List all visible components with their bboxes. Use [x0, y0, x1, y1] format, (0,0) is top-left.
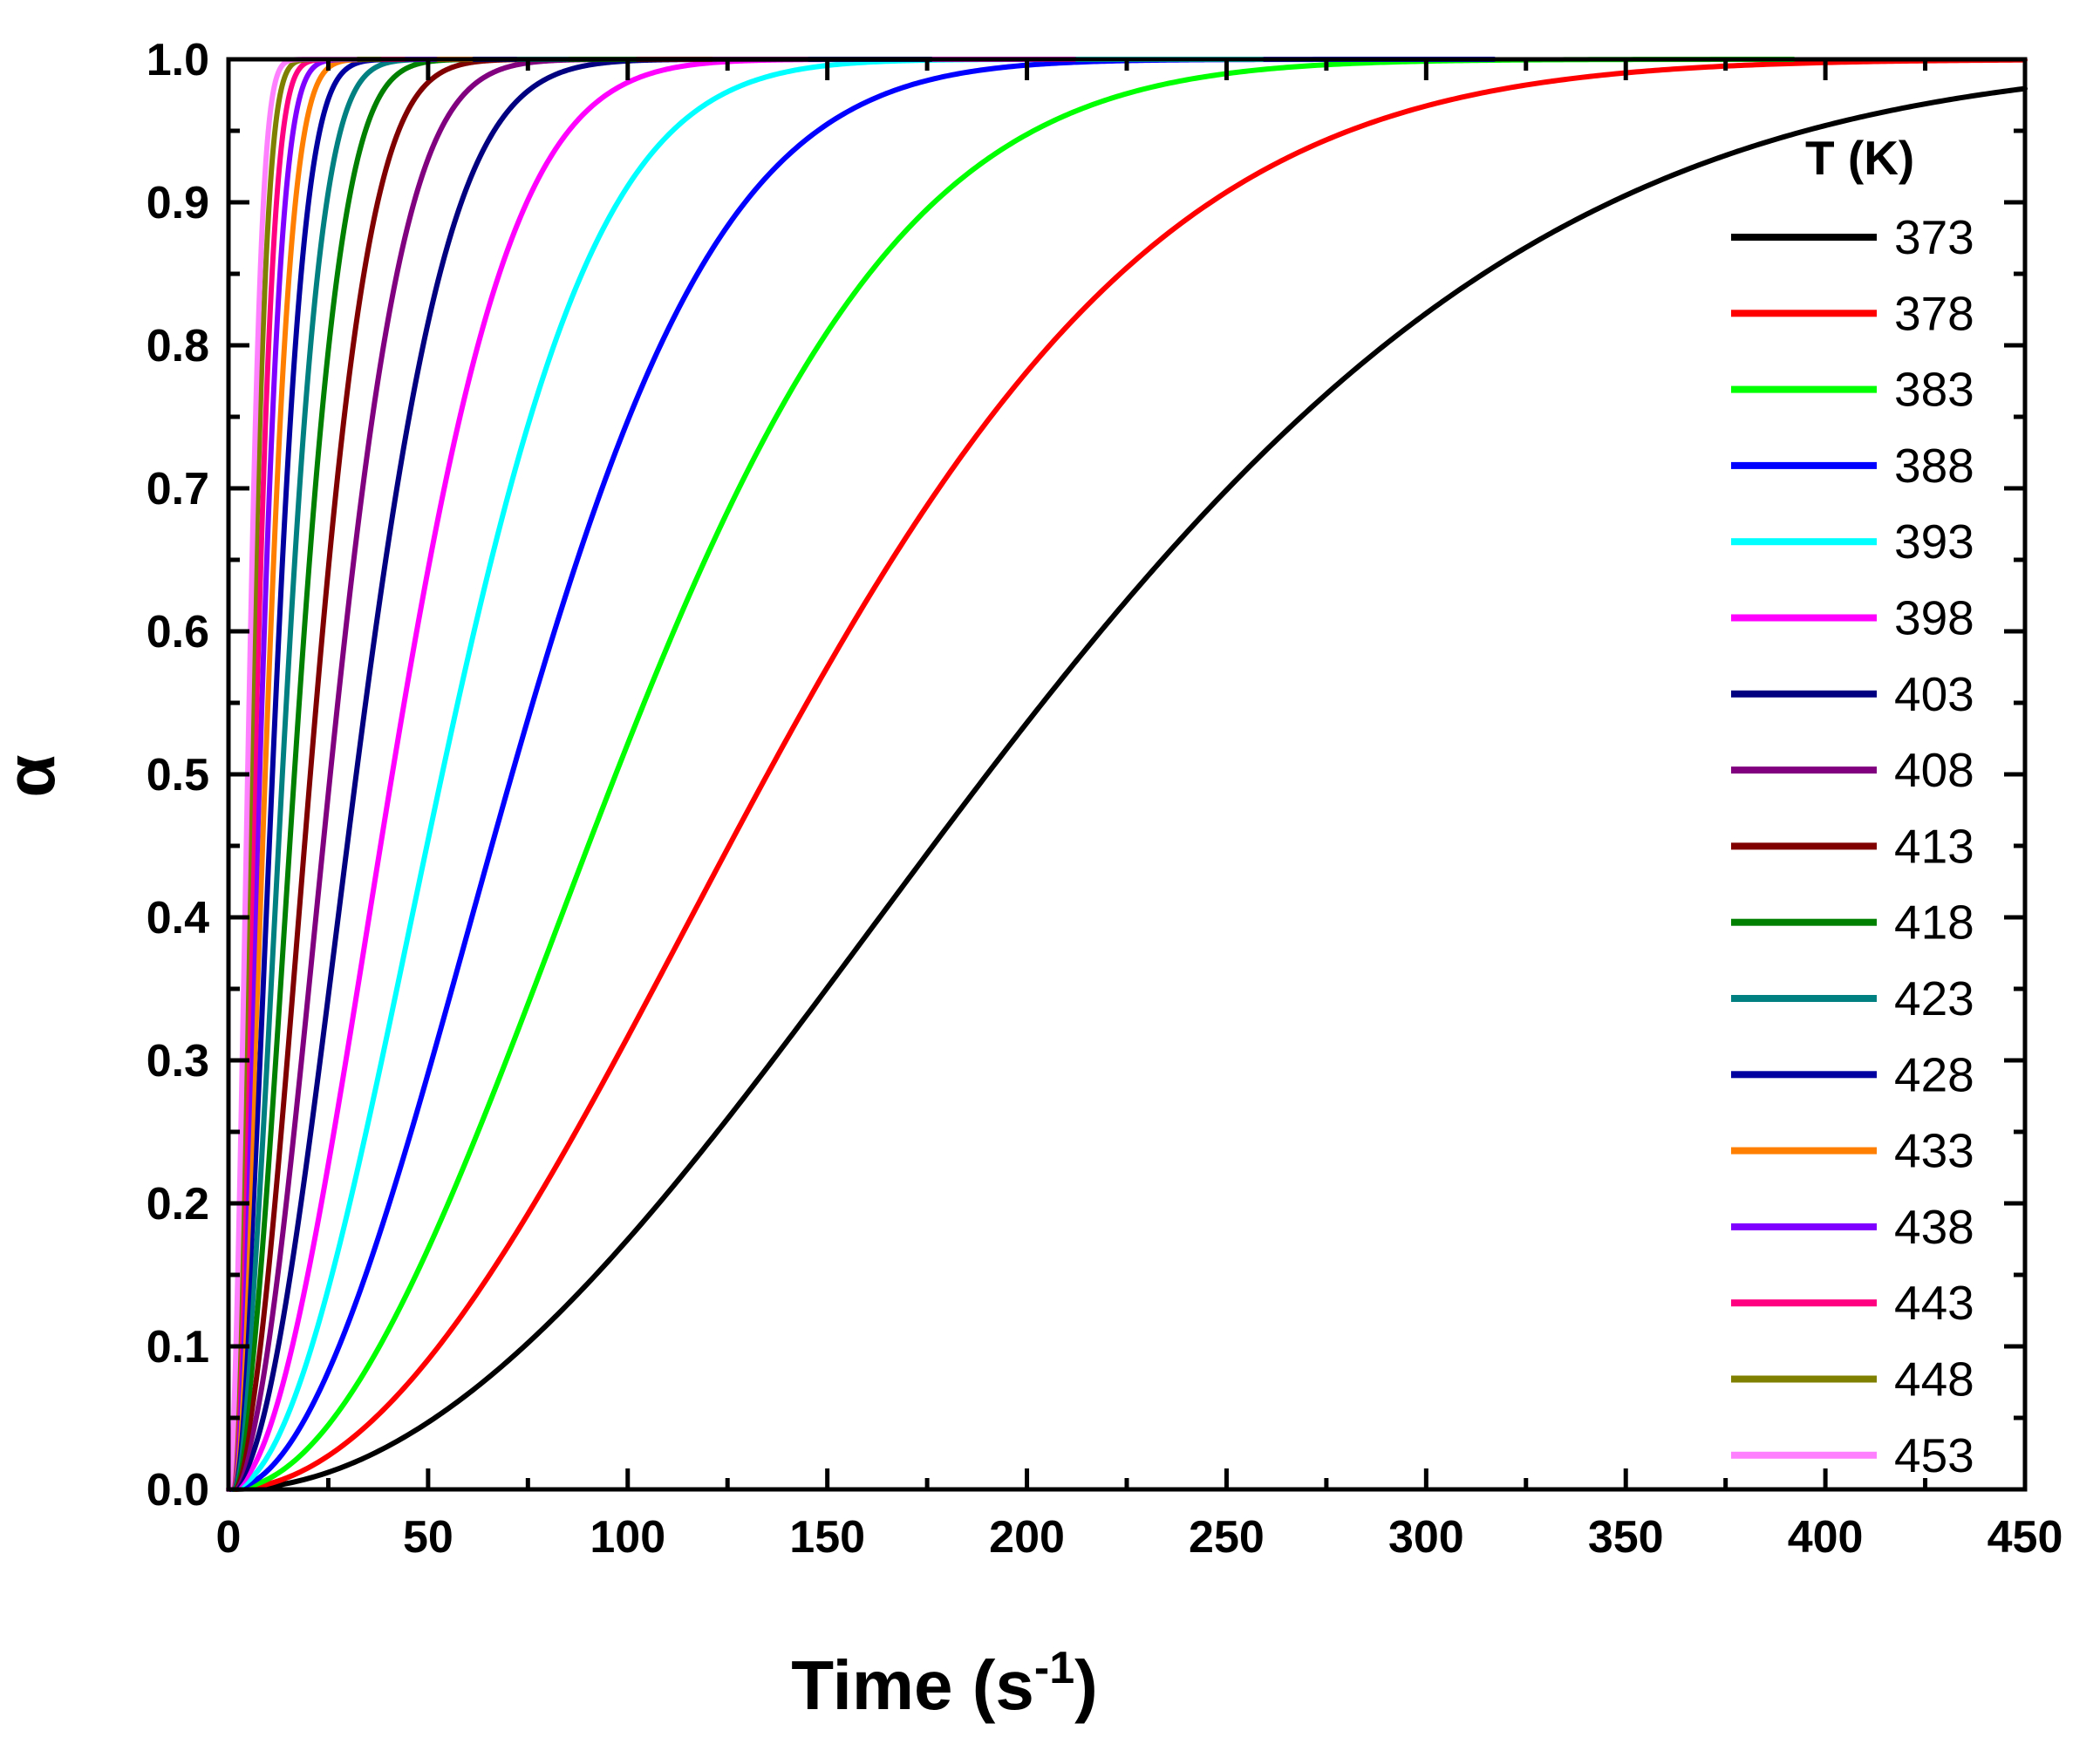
- legend-label: 453: [1894, 1428, 1974, 1482]
- y-tick-label: 0.0: [147, 1465, 209, 1516]
- x-tick-label: 450: [1988, 1512, 2063, 1563]
- legend-swatch: [1731, 995, 1877, 1002]
- legend-label: 378: [1894, 286, 1974, 340]
- plot-curves: [226, 57, 2028, 1492]
- x-axis-title-text: Time (s: [791, 1646, 1034, 1724]
- legend-swatch: [1731, 461, 1877, 469]
- legend-swatch: [1731, 1375, 1877, 1383]
- x-axis-title-superscript: -1: [1034, 1643, 1074, 1693]
- legend-swatch: [1731, 310, 1877, 317]
- y-tick-label: 0.9: [147, 178, 209, 228]
- x-tick-label: 300: [1388, 1512, 1464, 1563]
- y-axis-title: α: [0, 754, 69, 797]
- x-tick-label: 0: [216, 1512, 242, 1563]
- legend-label: 408: [1894, 743, 1974, 797]
- legend-item-408: 408: [1731, 743, 1974, 797]
- y-tick-label: 0.5: [147, 750, 209, 800]
- y-tick-label: 0.3: [147, 1036, 209, 1087]
- y-tick-label: 0.7: [147, 464, 209, 514]
- legend-title: T (K): [1805, 131, 1914, 185]
- legend-swatch: [1731, 766, 1877, 774]
- x-tick-label: 50: [403, 1512, 453, 1563]
- x-tick-label: 200: [989, 1512, 1065, 1563]
- x-axis-title: Time (s-1): [791, 1643, 1098, 1724]
- legend-item-423: 423: [1731, 971, 1974, 1025]
- legend-label: 388: [1894, 439, 1974, 493]
- y-tick-label: 0.4: [147, 893, 209, 944]
- legend-item-393: 393: [1731, 514, 1974, 569]
- series-line-373: [226, 85, 2028, 1492]
- legend-swatch: [1731, 690, 1877, 698]
- y-tick-label: 0.8: [147, 321, 209, 371]
- legend-swatch: [1731, 538, 1877, 546]
- legend-label: 418: [1894, 896, 1974, 950]
- legend-item-413: 413: [1731, 819, 1974, 873]
- legend-swatch: [1731, 1147, 1877, 1155]
- legend-item-388: 388: [1731, 439, 1974, 493]
- x-axis-title-close: ): [1074, 1646, 1098, 1724]
- legend-swatch: [1731, 1299, 1877, 1307]
- legend-item-448: 448: [1731, 1352, 1974, 1407]
- legend-swatch: [1731, 1451, 1877, 1459]
- legend-label: 433: [1894, 1124, 1974, 1178]
- legend-item-428: 428: [1731, 1047, 1974, 1101]
- legend-swatch: [1731, 234, 1877, 241]
- legend-item-378: 378: [1731, 286, 1974, 340]
- legend-label: 373: [1894, 210, 1974, 264]
- legend-item-373: 373: [1731, 210, 1974, 264]
- legend-item-438: 438: [1731, 1200, 1974, 1254]
- x-axis-ticks: 0 50 100 150 200 250 300 350 400 450: [216, 59, 2063, 1563]
- y-tick-label: 1.0: [147, 35, 209, 85]
- legend-item-383: 383: [1731, 363, 1974, 417]
- legend-swatch: [1731, 918, 1877, 926]
- legend-item-443: 443: [1731, 1276, 1974, 1330]
- x-tick-label: 400: [1788, 1512, 1864, 1563]
- legend-swatch: [1731, 385, 1877, 393]
- legend-label: 423: [1894, 971, 1974, 1025]
- x-tick-label: 100: [590, 1512, 665, 1563]
- legend-item-453: 453: [1731, 1428, 1974, 1482]
- legend-label: 413: [1894, 819, 1974, 873]
- legend-label: 428: [1894, 1047, 1974, 1101]
- legend-swatch: [1731, 614, 1877, 622]
- y-axis-ticks: 0.0 0.1 0.2 0.3 0.4 0.5 0.6 0.7 0.8 0.9 1.0: [147, 35, 2025, 1516]
- x-tick-label: 250: [1189, 1512, 1265, 1563]
- series-line-383: [226, 57, 1797, 1492]
- legend-item-398: 398: [1731, 591, 1974, 645]
- legend-label: 393: [1894, 514, 1974, 569]
- x-tick-label: 150: [789, 1512, 865, 1563]
- legend-label: 448: [1894, 1352, 1974, 1407]
- y-tick-label: 0.2: [147, 1179, 209, 1230]
- legend-item-403: 403: [1731, 667, 1974, 721]
- legend-item-418: 418: [1731, 896, 1974, 950]
- x-tick-label: 350: [1588, 1512, 1664, 1563]
- legend-swatch: [1731, 842, 1877, 850]
- y-tick-label: 0.1: [147, 1322, 209, 1373]
- legend-swatch: [1731, 1223, 1877, 1230]
- legend-label: 438: [1894, 1200, 1974, 1254]
- legend-label: 403: [1894, 667, 1974, 721]
- legend-label: 443: [1894, 1276, 1974, 1330]
- legend-item-433: 433: [1731, 1124, 1974, 1178]
- legend-label: 383: [1894, 363, 1974, 417]
- legend: T (K) 373 378 383 388 393 398 403 408 413 418 423 4…: [1731, 131, 1974, 1482]
- series-line-393: [226, 57, 1265, 1492]
- y-tick-label: 0.6: [147, 607, 209, 657]
- legend-label: 398: [1894, 591, 1974, 645]
- legend-swatch: [1731, 1071, 1877, 1079]
